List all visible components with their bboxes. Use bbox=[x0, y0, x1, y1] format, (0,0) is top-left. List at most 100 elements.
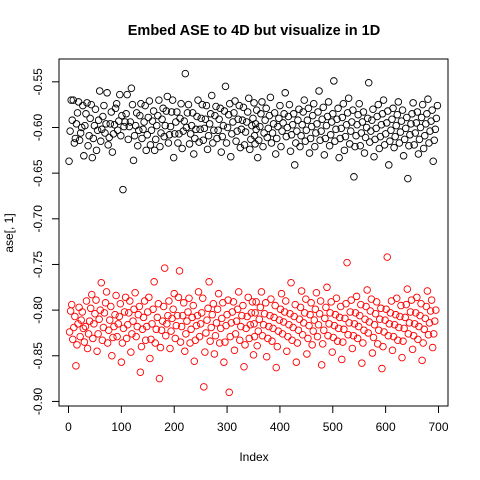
data-point bbox=[232, 137, 240, 145]
data-point bbox=[215, 339, 224, 347]
data-point bbox=[117, 131, 125, 140]
data-point bbox=[382, 119, 391, 127]
data-point bbox=[241, 341, 249, 349]
y-tick-label: -0.90 bbox=[31, 387, 45, 415]
data-point bbox=[185, 140, 194, 148]
data-point bbox=[372, 298, 381, 306]
data-point bbox=[294, 326, 303, 334]
data-point bbox=[110, 322, 118, 331]
data-point bbox=[375, 144, 384, 153]
data-point bbox=[357, 300, 365, 309]
data-point bbox=[381, 130, 390, 138]
data-point bbox=[248, 121, 256, 130]
x-axis-title: Index bbox=[239, 450, 268, 464]
data-point bbox=[83, 99, 91, 107]
data-point bbox=[140, 297, 149, 305]
data-point bbox=[320, 326, 328, 334]
data-point bbox=[121, 118, 129, 126]
data-point bbox=[386, 137, 394, 145]
data-point bbox=[431, 317, 439, 325]
data-point bbox=[200, 124, 209, 133]
series-1 bbox=[65, 264, 259, 397]
data-point bbox=[230, 346, 239, 355]
data-point bbox=[398, 353, 406, 362]
data-point bbox=[75, 136, 84, 145]
data-point bbox=[252, 106, 261, 114]
data-point bbox=[122, 110, 130, 118]
data-point bbox=[334, 324, 343, 333]
data-point bbox=[199, 136, 208, 145]
data-point bbox=[268, 129, 277, 137]
data-point bbox=[281, 89, 289, 97]
data-point bbox=[67, 300, 76, 309]
data-point bbox=[361, 133, 370, 142]
data-point bbox=[286, 147, 295, 155]
data-point bbox=[416, 123, 425, 132]
data-point bbox=[347, 127, 355, 135]
data-point bbox=[191, 336, 200, 345]
data-point bbox=[181, 347, 189, 355]
data-point bbox=[199, 294, 207, 303]
data-point bbox=[377, 304, 385, 313]
data-point bbox=[84, 141, 92, 150]
data-point bbox=[287, 278, 295, 287]
data-point bbox=[169, 153, 178, 162]
data-point bbox=[107, 108, 116, 116]
series-3 bbox=[250, 253, 440, 373]
data-point bbox=[155, 374, 164, 383]
data-point bbox=[87, 100, 95, 109]
data-point bbox=[240, 362, 248, 371]
data-point bbox=[207, 323, 215, 332]
data-point bbox=[210, 126, 218, 134]
data-point bbox=[202, 101, 211, 110]
data-point bbox=[317, 127, 325, 135]
data-point bbox=[128, 330, 136, 338]
data-point bbox=[108, 148, 117, 156]
data-point bbox=[218, 314, 226, 323]
data-point bbox=[75, 303, 83, 312]
data-point bbox=[181, 69, 190, 78]
data-point bbox=[188, 313, 196, 322]
data-point bbox=[127, 84, 136, 92]
data-point bbox=[80, 338, 89, 346]
data-point bbox=[335, 313, 344, 322]
y-tick-label: -0.70 bbox=[31, 205, 45, 233]
data-point bbox=[390, 143, 398, 152]
data-point bbox=[386, 309, 395, 317]
data-point bbox=[360, 326, 368, 334]
data-point bbox=[109, 333, 117, 342]
data-point bbox=[329, 333, 338, 342]
data-point bbox=[115, 312, 123, 321]
data-point bbox=[71, 312, 79, 321]
data-point bbox=[135, 302, 144, 311]
data-point bbox=[406, 308, 415, 316]
data-point bbox=[292, 358, 301, 366]
y-tick-label: -0.60 bbox=[31, 113, 45, 141]
data-point bbox=[271, 301, 279, 310]
data-point bbox=[147, 126, 156, 134]
data-point bbox=[313, 332, 322, 341]
data-point bbox=[355, 311, 364, 320]
data-point bbox=[419, 339, 427, 347]
data-point bbox=[394, 336, 402, 345]
data-point bbox=[73, 109, 82, 117]
data-point bbox=[293, 127, 301, 135]
data-point bbox=[314, 320, 323, 329]
data-point bbox=[214, 289, 223, 298]
data-point bbox=[158, 115, 166, 124]
data-point bbox=[202, 329, 210, 337]
data-point bbox=[315, 87, 323, 95]
data-point bbox=[255, 136, 263, 145]
data-point bbox=[99, 112, 107, 121]
data-point bbox=[364, 329, 372, 337]
data-point bbox=[270, 109, 279, 117]
data-point bbox=[262, 104, 270, 113]
data-point bbox=[307, 299, 315, 307]
data-point bbox=[108, 352, 116, 360]
data-point bbox=[344, 94, 353, 103]
data-point bbox=[426, 127, 434, 135]
data-point bbox=[402, 300, 411, 309]
data-point bbox=[111, 104, 120, 113]
data-point bbox=[237, 322, 245, 331]
data-point bbox=[407, 120, 415, 128]
